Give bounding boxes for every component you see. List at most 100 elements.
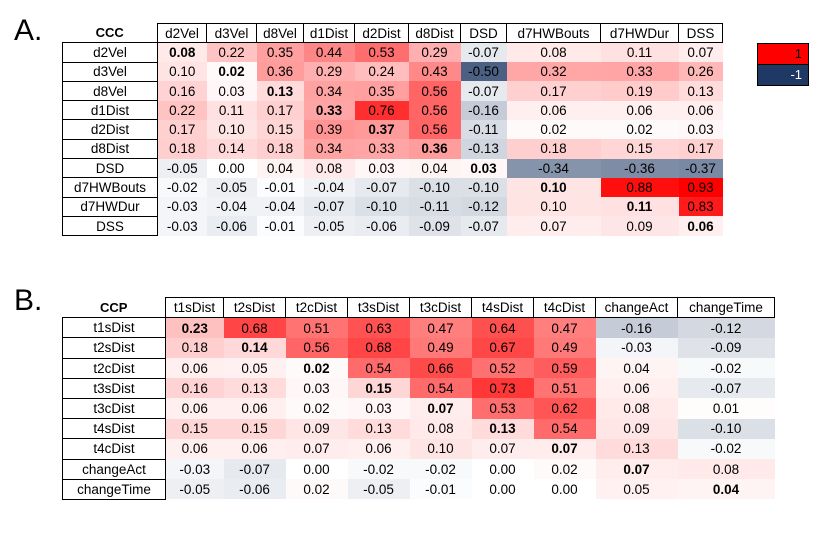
heatmap-cell: -0.10 xyxy=(408,177,461,198)
heatmap-cell: 0.17 xyxy=(157,119,207,140)
heatmap-cell: 0.02 xyxy=(506,119,601,140)
heatmap-cell: 0.03 xyxy=(354,158,409,178)
heatmap-table-ccp: CCP t1sDist t2sDist t2cDist t3sDist t3cDist t4… xyxy=(62,296,775,500)
heatmap-cell: 0.47 xyxy=(409,317,472,338)
heatmap-cell: 0.17 xyxy=(506,81,601,101)
column-header: changeTime xyxy=(677,296,775,319)
header-row: CCC d2Vel d3Vel d8Vel d1Dist d2Dist d8Dist DSD d… xyxy=(63,22,723,44)
heatmap-cell: 0.01 xyxy=(677,398,775,419)
heatmap-cell: 0.08 xyxy=(303,158,355,178)
column-header: t4cDist xyxy=(533,296,596,319)
heatmap-cell: 0.02 xyxy=(533,459,596,480)
heatmap-cell: -0.09 xyxy=(677,337,775,359)
table-row: d1Dist 0.22 0.11 0.17 0.33 0.76 0.56 -0.16 0.06 0… xyxy=(62,100,723,121)
heatmap-cell: 0.34 xyxy=(303,139,355,159)
heatmap-cell: 0.03 xyxy=(206,81,257,101)
heatmap-cell: 0.06 xyxy=(165,438,224,459)
table-row: t2cDist 0.06 0.05 0.02 0.54 0.66 0.52 0.59 0.04-… xyxy=(62,357,775,379)
heatmap-cell: 0.32 xyxy=(506,62,601,82)
column-header: t2sDist xyxy=(223,296,286,319)
heatmap-cell: 0.56 xyxy=(408,119,461,140)
table-row: t4sDist 0.15 0.15 0.09 0.13 0.08 0.13 0.54 0.09-… xyxy=(62,418,775,440)
heatmap-cell: -0.12 xyxy=(460,197,507,217)
heatmap-cell: -0.05 xyxy=(347,479,410,500)
row-header: t1sDist xyxy=(62,317,166,339)
heatmap-cell: 0.07 xyxy=(533,438,596,459)
heatmap-cell: 0.33 xyxy=(303,100,355,120)
heatmap-cell: 0.04 xyxy=(256,158,304,178)
row-header: d2Dist xyxy=(62,119,158,140)
heatmap-cell: 0.05 xyxy=(223,358,286,379)
heatmap-cell: 0.03 xyxy=(347,398,410,419)
heatmap-cell: 0.06 xyxy=(347,438,410,459)
heatmap-cell: 0.54 xyxy=(533,418,596,439)
heatmap-cell: 0.54 xyxy=(347,358,410,379)
table-row: t3sDist 0.16 0.13 0.03 0.15 0.54 0.73 0.51 0.06-… xyxy=(62,377,775,399)
heatmap-cell: -0.34 xyxy=(506,158,601,178)
heatmap-cell: -0.05 xyxy=(157,158,207,178)
heatmap-cell: -0.04 xyxy=(256,197,304,217)
row-header: d7HWDur xyxy=(62,196,158,217)
heatmap-cell: 0.10 xyxy=(506,197,601,217)
heatmap-cell: 0.13 xyxy=(347,418,410,439)
heatmap-cell: 0.03 xyxy=(460,158,507,178)
column-header: d1Dist xyxy=(303,22,355,44)
heatmap-cell: -0.10 xyxy=(460,177,507,198)
row-header: changeTime xyxy=(62,478,166,500)
heatmap-cell: 0.68 xyxy=(223,317,286,338)
heatmap-cell: 0.06 xyxy=(595,378,678,399)
column-header: t4sDist xyxy=(471,296,534,319)
row-header: t3sDist xyxy=(62,377,166,399)
heatmap-cell: 0.02 xyxy=(285,398,348,419)
heatmap-cell: 0.06 xyxy=(223,438,286,459)
heatmap-cell: -0.03 xyxy=(165,459,224,480)
heatmap-cell: 0.15 xyxy=(223,418,286,439)
heatmap-cell: 0.18 xyxy=(165,337,224,359)
table-row: d2Vel 0.08 0.22 0.35 0.44 0.53 0.29 -0.07 0.08 0.… xyxy=(62,42,723,63)
row-header: t4cDist xyxy=(62,438,166,460)
heatmap-cell: -0.02 xyxy=(409,459,472,480)
heatmap-cell: 0.22 xyxy=(157,100,207,120)
heatmap-cell: 0.06 xyxy=(165,358,224,379)
heatmap-cell: 0.51 xyxy=(533,378,596,399)
row-header: DSS xyxy=(62,215,158,237)
table-row: t1sDist 0.23 0.68 0.51 0.63 0.47 0.64 0.47 -0.16… xyxy=(62,317,775,339)
heatmap-cell: -0.07 xyxy=(677,378,775,399)
heatmap-cell: 0.49 xyxy=(533,337,596,359)
heatmap-cell: 0.15 xyxy=(600,139,679,159)
row-header: t2sDist xyxy=(62,337,166,359)
heatmap-cell: 0.08 xyxy=(506,42,601,63)
color-legend: 1 -1 xyxy=(757,43,809,86)
heatmap-cell: 0.15 xyxy=(165,418,224,439)
column-header: t3sDist xyxy=(347,296,410,319)
heatmap-cell: 0.64 xyxy=(471,317,534,338)
heatmap-cell: 0.68 xyxy=(347,337,410,359)
row-header: d3Vel xyxy=(62,61,158,82)
corner-label: CCP xyxy=(100,299,128,315)
heatmap-cell: 0.13 xyxy=(256,81,304,101)
heatmap-cell: -0.07 xyxy=(354,177,409,198)
table-row: t3cDist 0.06 0.06 0.02 0.03 0.07 0.53 0.62 0.08 0… xyxy=(62,397,775,420)
table-row: d3Vel 0.10 0.02 0.36 0.29 0.24 0.43 -0.50 0.32 0.… xyxy=(62,61,723,82)
heatmap-cell: 0.13 xyxy=(678,81,723,101)
row-header: d2Vel xyxy=(62,42,158,63)
heatmap-cell: -0.07 xyxy=(303,197,355,217)
heatmap-cell: -0.11 xyxy=(460,119,507,140)
heatmap-cell: 0.13 xyxy=(223,378,286,399)
heatmap-cell: 0.06 xyxy=(678,100,723,120)
column-header: changeAct xyxy=(595,296,678,319)
heatmap-cell: 0.07 xyxy=(285,438,348,459)
heatmap-cell: 0.63 xyxy=(347,317,410,338)
table-row: d7HWDur -0.03 -0.04 -0.04 -0.07 -0.10 -0.11 -0.… xyxy=(62,196,723,217)
heatmap-cell: -0.07 xyxy=(460,81,507,101)
heatmap-cell: 0.53 xyxy=(354,42,409,63)
heatmap-cell: 0.33 xyxy=(600,62,679,82)
row-header: d7HWBouts xyxy=(62,177,158,198)
heatmap-cell: 0.16 xyxy=(157,81,207,101)
table-row: DSD -0.05 0.00 0.04 0.08 0.03 0.04 0.03 -0.34 -0.… xyxy=(62,158,723,179)
table-row: d2Dist 0.17 0.10 0.15 0.39 0.37 0.56 -0.11 0.02 0… xyxy=(62,119,723,140)
heatmap-cell: 0.39 xyxy=(303,119,355,140)
heatmap-cell: -0.06 xyxy=(354,216,409,236)
heatmap-cell: 0.14 xyxy=(223,337,286,359)
heatmap-cell: 0.66 xyxy=(409,358,472,379)
